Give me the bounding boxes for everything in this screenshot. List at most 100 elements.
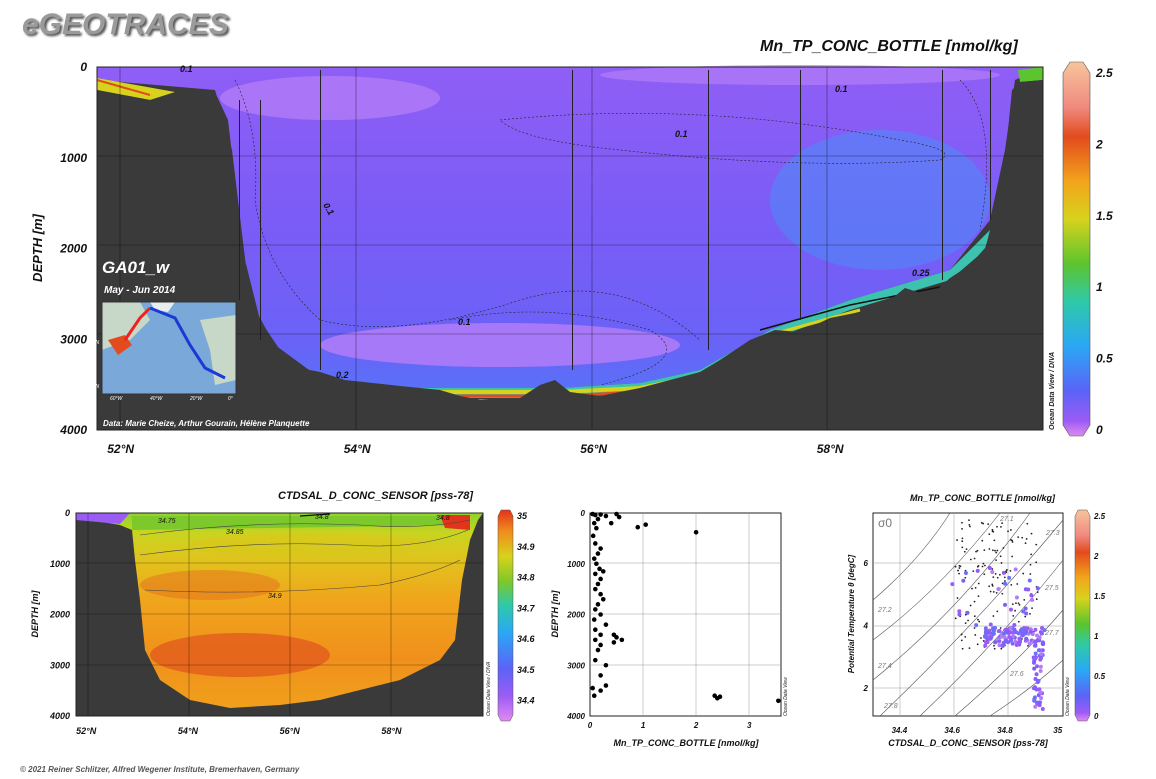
ts-point bbox=[1037, 635, 1042, 640]
profile-point bbox=[715, 695, 720, 701]
contour-label-main: 0.25 bbox=[912, 268, 931, 278]
ts-diagram-plot: Mn_TP_CONC_BOTTLE [nmol/kg] 27.1 27.2 27… bbox=[847, 493, 1106, 748]
ts-colorbar-tick: 0.5 bbox=[1094, 672, 1106, 681]
profile-point bbox=[598, 591, 603, 597]
ts-point bbox=[980, 521, 983, 524]
ts-point bbox=[997, 628, 1002, 633]
inset-lon-label: 60°W bbox=[110, 396, 124, 402]
main-chart-title: Mn_TP_CONC_BOTTLE [nmol/kg] bbox=[760, 38, 1018, 55]
ts-x-tick: 34.6 bbox=[944, 726, 960, 735]
profile-point bbox=[598, 576, 603, 582]
profile-y-tick: 0 bbox=[581, 509, 586, 518]
salinity-colorbar-tick: 34.7 bbox=[517, 603, 536, 613]
ts-point bbox=[968, 519, 970, 522]
ts-point bbox=[965, 610, 970, 615]
ts-point bbox=[973, 627, 976, 629]
salinity-y-tick: 2000 bbox=[49, 610, 70, 620]
salinity-x-ticks: 52°N 54°N 56°N 58°N bbox=[76, 726, 402, 736]
main-east-blob bbox=[770, 130, 990, 270]
ts-point bbox=[1011, 555, 1014, 558]
ts-point bbox=[1017, 536, 1020, 539]
ts-point bbox=[997, 643, 1002, 648]
ts-point bbox=[982, 522, 985, 525]
main-y-ticks: 0 1000 2000 3000 4000 bbox=[59, 60, 87, 437]
ts-point bbox=[988, 548, 991, 550]
ts-point bbox=[980, 637, 982, 639]
salinity-colorbar-ticks: 34.4 34.5 34.6 34.7 34.8 34.9 35 bbox=[517, 511, 536, 706]
ts-point bbox=[1022, 572, 1025, 575]
ts-point bbox=[1035, 598, 1038, 601]
salinity-colorbar-tick: 34.5 bbox=[517, 665, 536, 675]
ts-point bbox=[1000, 525, 1002, 528]
profile-point bbox=[611, 640, 617, 645]
ts-point bbox=[992, 591, 995, 593]
ts-point bbox=[1030, 532, 1033, 535]
ts-point bbox=[1038, 690, 1043, 695]
ts-point bbox=[988, 585, 991, 588]
isopycnal-label: 27.5 bbox=[1044, 585, 1059, 592]
profile-scatter-plot: DEPTH [m] Mn_TP_CONC_BOTTLE [nmol/kg] 0 1… bbox=[550, 509, 789, 748]
ts-point bbox=[978, 620, 981, 623]
ts-point bbox=[991, 583, 994, 586]
ts-point bbox=[1029, 573, 1032, 575]
ts-point bbox=[961, 537, 964, 540]
ts-point bbox=[956, 597, 959, 599]
main-colorbar-tick: 1 bbox=[1096, 280, 1103, 294]
ts-point bbox=[987, 566, 992, 571]
ts-point bbox=[1033, 704, 1038, 709]
profile-x-tick: 1 bbox=[641, 721, 646, 730]
ts-point bbox=[961, 527, 963, 530]
ts-point bbox=[1013, 639, 1018, 644]
profile-point bbox=[595, 602, 601, 607]
ts-point bbox=[995, 559, 997, 562]
copyright-footer: © 2021 Reiner Schlitzer, Alfred Wegener … bbox=[20, 765, 300, 774]
ts-point bbox=[1029, 597, 1034, 602]
ts-point bbox=[1036, 591, 1039, 594]
ts-point bbox=[1014, 609, 1017, 612]
odv-watermark-ts: Ocean Data View bbox=[1065, 677, 1071, 716]
ts-point bbox=[958, 564, 961, 567]
ts-y-tick: 4 bbox=[863, 621, 869, 630]
profile-point bbox=[776, 698, 781, 704]
main-colorbar-ticks: 0 0.5 1 1.5 2 2.5 bbox=[1095, 66, 1113, 437]
ts-y-axis-label: Potential Temperature θ [degC] bbox=[847, 554, 856, 673]
isopycnal-label: 27.2 bbox=[877, 607, 892, 614]
ts-point bbox=[1011, 633, 1016, 638]
ts-x-tick: 35 bbox=[1053, 726, 1062, 735]
ts-point bbox=[996, 586, 1001, 591]
main-y-axis-label: DEPTH [m] bbox=[30, 213, 45, 282]
ts-point bbox=[994, 573, 997, 575]
ts-point bbox=[975, 550, 977, 553]
inset-lat-label: 35°N bbox=[88, 384, 100, 390]
profile-point bbox=[591, 693, 597, 698]
ts-point bbox=[964, 576, 967, 579]
ts-y-tick: 6 bbox=[864, 559, 869, 568]
ts-point bbox=[1023, 598, 1026, 601]
profile-point bbox=[591, 556, 597, 561]
ts-point bbox=[1033, 676, 1038, 681]
ts-point bbox=[993, 644, 995, 647]
ts-point bbox=[969, 604, 972, 607]
ts-points bbox=[950, 519, 1047, 712]
ts-point bbox=[967, 619, 969, 622]
profile-y-tick: 2000 bbox=[566, 611, 585, 620]
ts-point bbox=[1026, 587, 1031, 592]
ts-point bbox=[958, 567, 961, 569]
salinity-section-plot: CTDSAL_D_CONC_SENSOR [pss-78] 34.75 34.8 bbox=[30, 490, 536, 736]
ts-point bbox=[1024, 611, 1029, 616]
ts-point bbox=[999, 634, 1004, 639]
ts-point bbox=[1017, 636, 1022, 641]
ts-grid bbox=[873, 513, 1063, 716]
ts-point bbox=[950, 582, 955, 587]
ts-point bbox=[1024, 636, 1029, 641]
ts-point bbox=[984, 629, 989, 634]
ts-point bbox=[1036, 678, 1041, 683]
ts-point bbox=[968, 523, 971, 526]
ts-point bbox=[1027, 644, 1029, 647]
profile-x-tick: 3 bbox=[747, 721, 752, 730]
salinity-contour-label: 34.75 bbox=[158, 518, 176, 525]
isopycnal-label: 27.1 bbox=[999, 516, 1014, 523]
salinity-y-tick: 0 bbox=[65, 508, 70, 518]
ts-point bbox=[1002, 635, 1007, 640]
ts-point bbox=[973, 557, 976, 560]
